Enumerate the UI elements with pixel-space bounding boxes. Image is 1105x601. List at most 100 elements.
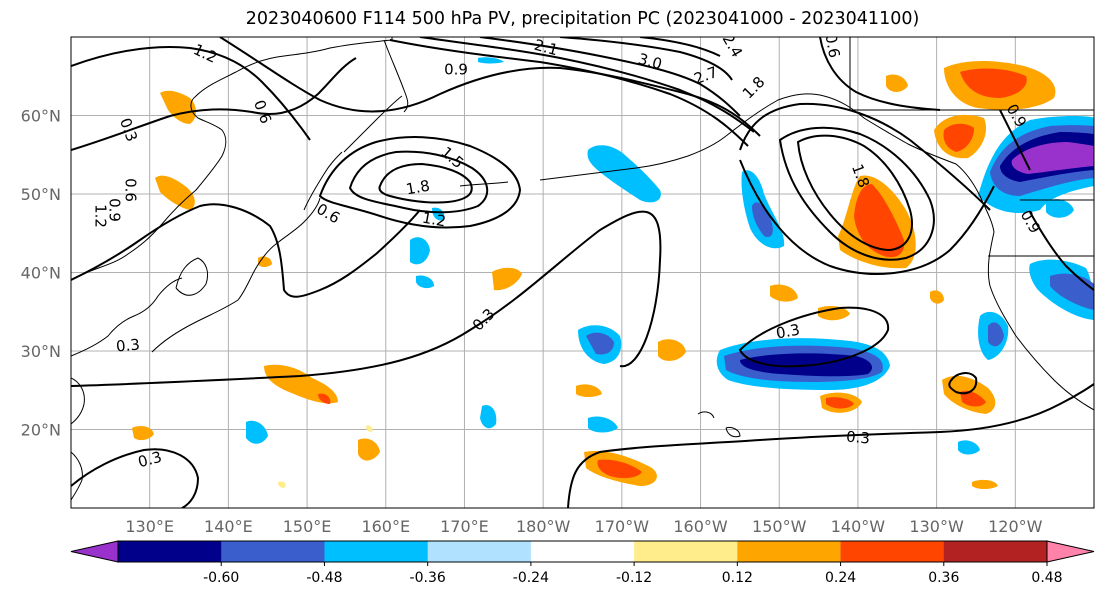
- colorbar-segment: [737, 541, 842, 562]
- precip-core: [1011, 142, 1094, 174]
- precip-blob: [358, 438, 380, 461]
- pv-contour: [948, 372, 978, 395]
- colorbar-tick-label: 0.36: [928, 570, 959, 586]
- colorbar-segment: [221, 541, 325, 562]
- precip-blob: [132, 426, 154, 441]
- lat-label: 20°N: [21, 421, 61, 440]
- pv-contour: [639, 37, 721, 57]
- colorbar-segment: [634, 541, 738, 562]
- lon-label: 160°E: [361, 517, 410, 536]
- precip-blob: [160, 90, 196, 124]
- pv-contour: [71, 203, 421, 298]
- pv-contour: [318, 136, 522, 229]
- pv-contour: [419, 37, 755, 133]
- precip-blob: [930, 290, 944, 304]
- lat-label: 50°N: [21, 185, 61, 204]
- precip-blob: [658, 339, 686, 361]
- lon-label: 140°W: [831, 517, 886, 536]
- lon-label: 120°W: [988, 517, 1043, 536]
- chart-title: 2023040600 F114 500 hPa PV, precipitatio…: [245, 9, 920, 29]
- precip-blob: [770, 284, 798, 302]
- contour-label: 0.6: [822, 33, 844, 60]
- pv-contour: [819, 37, 941, 111]
- precip-blob: [1046, 199, 1074, 218]
- contour-label: 1.2: [92, 204, 110, 228]
- colorbar-segment: [427, 541, 532, 562]
- colorbar-tick-label: -0.24: [513, 570, 549, 586]
- pv-contour: [739, 102, 991, 211]
- pv-contour: [559, 37, 733, 81]
- colorbar-tick-label: 0.24: [825, 570, 856, 586]
- colorbar-tick-labels: -0.60 -0.48 -0.36 -0.24 -0.12 0.12 0.24 0.36 0.4…: [203, 562, 1063, 586]
- lon-label: 170°W: [595, 517, 650, 536]
- precip-core: [597, 459, 642, 479]
- contour-label: 0.6: [122, 178, 140, 202]
- lat-label: 60°N: [21, 107, 61, 126]
- colorbar-outline: [117, 540, 1048, 563]
- map-frame: [70, 36, 1095, 509]
- colorbar-tick-label: 0.48: [1031, 570, 1062, 586]
- precip-blob: [366, 425, 373, 432]
- precip-blob: [246, 420, 268, 444]
- pv-contour: [999, 109, 1031, 171]
- pv-contour: [567, 383, 1094, 508]
- latitude-labels: 20°N 30°N 40°N 50°N 60°N: [21, 107, 61, 440]
- precip-core: [752, 202, 773, 238]
- colorbar-segment: [530, 541, 635, 562]
- pv-contour: [71, 210, 662, 387]
- precip-core: [960, 390, 986, 407]
- pv-contour: [71, 57, 357, 151]
- precip-core: [586, 332, 614, 355]
- contour-label: 0.3: [115, 335, 140, 355]
- precip-blob: [155, 175, 195, 210]
- contour-label: 0.9: [106, 198, 124, 222]
- contour-label: 0.3: [845, 427, 870, 447]
- pv-contour: [219, 37, 761, 137]
- lon-label: 150°W: [752, 517, 807, 536]
- pv-contour: [778, 126, 935, 261]
- precip-blob: [492, 267, 522, 291]
- lon-label: 170°E: [440, 517, 489, 536]
- contour-label: 1.8: [405, 177, 432, 199]
- lat-label: 40°N: [21, 264, 61, 283]
- pv-contour: [378, 162, 473, 204]
- precip-blob: [576, 384, 602, 397]
- precip-core: [826, 397, 854, 409]
- precip-blob: [480, 404, 497, 429]
- colorbar-tick-label: -0.12: [616, 570, 652, 586]
- colorbar-tick-label: 0.12: [722, 570, 753, 586]
- lon-label: 160°W: [673, 517, 728, 536]
- lat-label: 30°N: [21, 342, 61, 361]
- colorbar-extend-low: [70, 540, 119, 563]
- colorbar-segment: [943, 541, 1048, 562]
- precip-core: [318, 393, 331, 404]
- longitude-labels: 130°E 140°E 150°E 160°E 170°E 180°W 170°W 160°W…: [125, 517, 1042, 536]
- pv-contour: [348, 150, 488, 214]
- pv-contour: [479, 37, 741, 117]
- precip-blob: [264, 364, 338, 404]
- gridlines: [71, 37, 1094, 508]
- colorbar-segment: [118, 541, 222, 562]
- colorbar-segment: [324, 541, 429, 562]
- precip-blob: [588, 416, 618, 433]
- colorbar-tick-label: -0.48: [306, 570, 342, 586]
- contour-label: 1.2: [421, 209, 448, 231]
- pv-contour: [71, 45, 311, 141]
- pv-contour: [389, 39, 749, 147]
- lon-label: 130°W: [909, 517, 964, 536]
- pv-contour: [1029, 211, 1094, 291]
- colorbar: [70, 540, 1095, 563]
- precip-core: [988, 322, 1004, 347]
- pv-contour: [71, 448, 200, 508]
- precip-blob: [958, 440, 980, 455]
- contour-label: 0.3: [775, 321, 802, 343]
- colorbar-segment: [840, 541, 945, 562]
- precip-blob: [432, 207, 445, 221]
- precip-core: [960, 68, 1027, 98]
- precip-core: [854, 184, 905, 258]
- lon-label: 140°E: [204, 517, 253, 536]
- precip-negative-shading: [246, 57, 1094, 455]
- pv-contour: [796, 134, 913, 252]
- precip-blob: [886, 74, 908, 92]
- precip-blob: [587, 145, 661, 203]
